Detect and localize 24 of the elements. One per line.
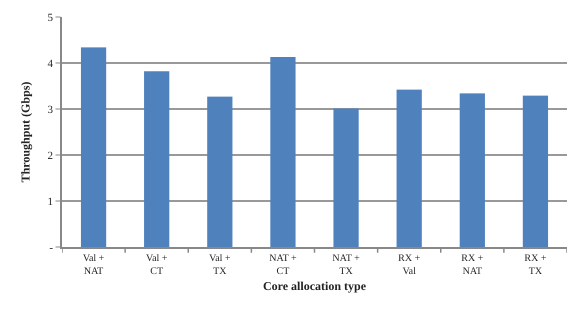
y-tick-label: 3 [48, 104, 54, 116]
x-tick-label: Val + CT [146, 252, 168, 277]
y-tick-label: 4 [48, 58, 54, 70]
y-tick-label: 5 [48, 12, 54, 24]
bar [396, 90, 422, 247]
y-axis-title: Throughput (Gbps) [18, 82, 32, 182]
bar [207, 96, 232, 247]
x-tick-label: NAT + CT [269, 252, 297, 277]
y-tick-label: - [49, 242, 54, 254]
bar [270, 57, 296, 247]
x-tick-label: RX + Val [398, 252, 421, 277]
bar [522, 96, 548, 247]
x-tick-label: RX + NAT [461, 252, 484, 277]
bar [460, 93, 485, 247]
x-tick-label: NAT + TX [332, 252, 360, 277]
x-axis-title: Core allocation type [262, 279, 367, 294]
x-tick-label: Val + NAT [82, 252, 105, 277]
x-tick-label: Val + TX [209, 252, 231, 277]
x-tick-label: RX + TX [524, 252, 547, 277]
y-tick-label: 1 [48, 196, 54, 208]
bar [80, 47, 106, 247]
bar [144, 71, 170, 247]
y-tick-label: 2 [48, 150, 54, 162]
bar [333, 108, 359, 247]
